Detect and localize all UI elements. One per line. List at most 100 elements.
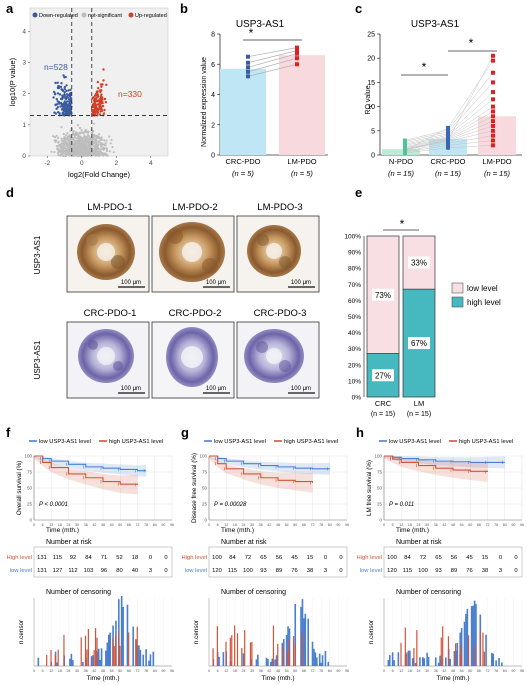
up-point	[102, 112, 106, 115]
x-tick-label: 24	[242, 523, 246, 527]
risk-value: 93	[435, 568, 441, 574]
km-curve-high	[34, 455, 139, 485]
censor-bar-high	[467, 635, 470, 666]
point-LM-PDO	[491, 128, 495, 133]
ns-point	[94, 135, 97, 138]
censor-bar-low	[37, 657, 40, 666]
panel-g-survival: g low USP3-AS1 level high USP3-AS1 level 0…	[181, 425, 349, 682]
ns-point	[73, 146, 76, 150]
x-tick-label: 72	[136, 523, 140, 527]
x-tick-label: 18	[58, 523, 62, 527]
panel-e-significance: *	[400, 217, 405, 231]
x-axis-label: Time (mth.)	[396, 527, 429, 534]
censor-x-tick: 0	[33, 669, 35, 673]
down-point	[61, 89, 65, 93]
km-curve-high	[384, 455, 489, 472]
risk-row-label: low level	[10, 568, 32, 574]
ns-point	[76, 124, 79, 127]
ns-point	[68, 135, 71, 138]
up-point	[92, 109, 95, 112]
micrograph-label-crc-2: CRC-PDO-2	[169, 308, 222, 319]
up-point	[91, 111, 95, 114]
ns-point	[61, 150, 64, 154]
x-tick-label: 90	[336, 523, 340, 527]
x-tick-label: 30	[75, 523, 79, 527]
censor-x-tick: 60	[118, 669, 122, 673]
ns-point	[89, 152, 92, 155]
panel-letter-h: h	[356, 425, 364, 440]
censor-x-tick: 72	[311, 669, 315, 673]
y-tick-label: 15	[367, 80, 375, 87]
point-LM-PDO	[491, 104, 495, 109]
ns-point	[59, 145, 62, 148]
censor-x-tick: 30	[75, 669, 79, 673]
y-tick-label: 50	[377, 486, 383, 491]
censor-bar-low	[70, 653, 73, 666]
ns-point	[60, 153, 63, 156]
ns-point	[57, 152, 60, 155]
censor-bar-high	[112, 637, 114, 666]
censor-bar-high	[212, 648, 214, 666]
y-tick-label: 60%	[348, 298, 361, 305]
ns-point	[53, 139, 56, 142]
risk-table-box	[33, 546, 173, 578]
risk-value: 115	[403, 568, 412, 574]
up-point	[96, 103, 100, 106]
censor-bar-high	[400, 642, 402, 666]
legend-low-label: low USP3-AS1 level	[214, 439, 266, 445]
ns-point	[72, 139, 75, 142]
down-point	[63, 106, 67, 110]
censor-x-tick: 36	[434, 669, 438, 673]
censor-bar-low	[320, 662, 322, 666]
down-point	[55, 98, 58, 101]
censor-bar-high	[225, 641, 227, 666]
ns-point	[66, 148, 69, 151]
ns-point	[105, 139, 108, 142]
micrograph-lm-pdo-3: 100 μm	[236, 215, 320, 293]
ns-point	[83, 139, 86, 142]
ns-point	[55, 139, 58, 142]
lm-point	[295, 45, 299, 50]
down-point	[63, 76, 66, 79]
panel-b-plot: 0 2 4 6 8	[211, 32, 328, 160]
down-point	[63, 94, 66, 97]
ns-point	[88, 137, 91, 141]
point-LM-PDO	[491, 70, 495, 75]
x-tick-label: 2	[114, 160, 118, 167]
panel-c-n-1: (n = 15)	[435, 169, 462, 178]
legend-up-dot	[128, 12, 134, 18]
up-point	[104, 101, 108, 104]
down-point	[66, 93, 70, 97]
x-tick-label: 66	[127, 523, 131, 527]
pair-line	[247, 57, 298, 73]
ns-point	[64, 134, 67, 137]
ns-point	[84, 146, 87, 149]
panel-b-cat-1: LM-PDO	[287, 157, 316, 166]
y-axis-label: Disease free survival (%)	[191, 453, 198, 523]
panel-letter-d: d	[6, 185, 14, 200]
y-tick-label: 0	[379, 518, 382, 523]
ns-point	[95, 150, 98, 153]
x-tick-label: 6	[42, 523, 44, 527]
ns-point	[77, 151, 81, 155]
ns-point	[87, 141, 90, 144]
point-CRC-PDO	[446, 138, 450, 143]
up-point	[99, 110, 102, 113]
censor-x-tick: 96	[170, 669, 174, 673]
x-tick-label: 12	[399, 523, 403, 527]
risk-value: 72	[245, 555, 251, 561]
risk-value: 0	[324, 555, 327, 561]
panel-b-cat-0: CRC-PDO	[226, 157, 261, 166]
up-point	[94, 107, 98, 110]
censor-x-tick: 96	[520, 669, 524, 673]
censor-bar-low	[92, 655, 94, 666]
ns-point	[53, 151, 56, 154]
risk-value: 93	[260, 568, 266, 574]
pair-line	[247, 50, 298, 64]
censor-bar-low	[257, 654, 259, 666]
censor-bar-high	[93, 650, 95, 666]
censor-x-tick: 72	[486, 669, 490, 673]
censor-bar-low	[423, 658, 426, 666]
censor-bar-low	[472, 605, 474, 666]
down-point	[61, 96, 64, 99]
